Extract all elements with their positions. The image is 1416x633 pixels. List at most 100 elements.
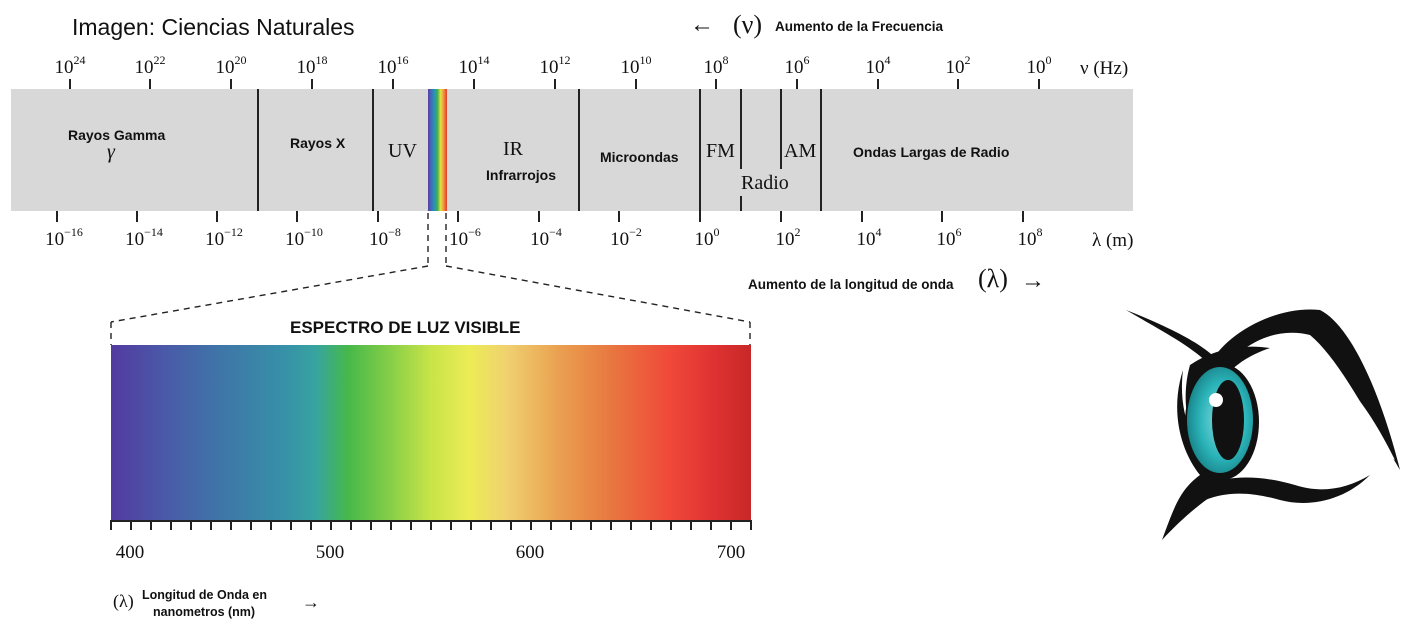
region-micro-label: Microondas xyxy=(600,149,679,165)
visible-tick-label: 400 xyxy=(115,542,145,563)
wavelength-tick-mark xyxy=(780,211,782,222)
frequency-label: Aumento de la Frecuencia xyxy=(775,19,944,34)
visible-minor-tick xyxy=(690,520,692,530)
region-long-label: Ondas Largas de Radio xyxy=(853,144,1010,160)
wavelength-tick-label: 10−6 xyxy=(449,225,481,250)
frequency-tick-mark xyxy=(230,79,232,89)
frequency-arrow-left: ← xyxy=(690,12,714,38)
frequency-tick-mark xyxy=(796,79,798,89)
frequency-tick-label: 1020 xyxy=(215,53,247,78)
visible-minor-tick xyxy=(410,520,412,530)
visible-minor-tick xyxy=(250,520,252,530)
visible-minor-tick xyxy=(630,520,632,530)
visible-minor-tick xyxy=(470,520,472,530)
divider-fm-radio xyxy=(740,89,742,169)
frequency-tick-label: 1010 xyxy=(620,53,652,78)
frequency-tick-label: 1016 xyxy=(377,53,409,78)
frequency-tick-mark xyxy=(635,79,637,89)
visible-axis-symbol: (λ) xyxy=(113,591,134,611)
wavelength-tick-label: 104 xyxy=(856,225,882,250)
frequency-tick-mark xyxy=(311,79,313,89)
visible-axis-label-line2: nanometros (nm) xyxy=(153,605,256,619)
wavelength-tick-mark xyxy=(618,211,620,222)
frequency-tick-label: 1022 xyxy=(134,53,166,78)
visible-minor-tick xyxy=(510,520,512,530)
frequency-tick-mark xyxy=(1038,79,1040,89)
wavelength-tick-mark xyxy=(216,211,218,222)
visible-axis-arrow: → xyxy=(302,592,320,612)
visible-title: ESPECTRO DE LUZ VISIBLE xyxy=(290,318,521,337)
eye-icon xyxy=(1126,309,1400,540)
divider-ir-micro xyxy=(578,89,580,211)
frequency-tick-mark xyxy=(877,79,879,89)
visible-minor-tick xyxy=(430,520,432,530)
wavelength-tick-label: 10−16 xyxy=(45,225,83,250)
wavelength-tick-label: 10−2 xyxy=(610,225,642,250)
visible-minor-tick xyxy=(350,520,352,530)
wavelength-arrow-right: → xyxy=(1021,268,1045,294)
visible-minor-tick xyxy=(550,520,552,530)
region-gamma-symbol: γ xyxy=(107,141,115,163)
frequency-tick-mark xyxy=(715,79,717,89)
wavelength-tick-mark xyxy=(861,211,863,222)
visible-minor-tick xyxy=(490,520,492,530)
visible-minor-tick xyxy=(290,520,292,530)
region-radio-label: Radio xyxy=(741,172,789,194)
wavelength-symbol: (λ) xyxy=(978,264,1008,293)
visible-minor-tick xyxy=(110,520,112,530)
visible-minor-tick xyxy=(650,520,652,530)
wavelength-tick-mark xyxy=(56,211,58,222)
frequency-tick-label: 102 xyxy=(945,53,971,78)
frequency-symbol: (ν) xyxy=(733,10,763,39)
region-gamma-label: Rayos Gamma xyxy=(68,127,166,143)
wavelength-tick-mark xyxy=(538,211,540,222)
frequency-tick-label: 1012 xyxy=(539,53,571,78)
wavelength-tick-label: 10−8 xyxy=(369,225,401,250)
frequency-tick-mark xyxy=(473,79,475,89)
visible-minor-tick xyxy=(570,520,572,530)
frequency-tick-mark xyxy=(957,79,959,89)
visible-strip xyxy=(428,89,447,211)
wavelength-tick-mark xyxy=(1022,211,1024,222)
wavelength-tick-label: 10−4 xyxy=(530,225,562,250)
frequency-tick-mark xyxy=(554,79,556,89)
wavelength-tick-label: 108 xyxy=(1017,225,1043,250)
frequency-tick-label: 1014 xyxy=(458,53,490,78)
visible-minor-tick xyxy=(370,520,372,530)
wavelength-unit: λ (m) xyxy=(1092,230,1134,251)
visible-minor-tick xyxy=(130,520,132,530)
visible-minor-tick xyxy=(330,520,332,530)
visible-minor-tick xyxy=(710,520,712,530)
visible-minor-tick xyxy=(270,520,272,530)
visible-minor-tick xyxy=(150,520,152,530)
visible-spectrum-gradient xyxy=(111,345,751,521)
divider-am-long xyxy=(820,89,822,211)
visible-minor-tick xyxy=(450,520,452,530)
frequency-tick-label: 100 xyxy=(1026,53,1052,78)
visible-minor-tick xyxy=(310,520,312,530)
visible-minor-tick xyxy=(590,520,592,530)
image-caption: Imagen: Ciencias Naturales xyxy=(72,14,355,40)
frequency-tick-mark xyxy=(392,79,394,89)
frequency-tick-mark xyxy=(149,79,151,89)
wavelength-tick-mark xyxy=(377,211,379,222)
frequency-tick-label: 104 xyxy=(865,53,891,78)
frequency-tick-label: 108 xyxy=(703,53,729,78)
region-uv-label: UV xyxy=(388,140,417,162)
visible-axis-label-line1: Longitud de Onda en xyxy=(142,588,267,602)
visible-minor-tick xyxy=(610,520,612,530)
wavelength-tick-label: 102 xyxy=(775,225,801,250)
divider-gamma-xray xyxy=(257,89,259,211)
wavelength-tick-label: 106 xyxy=(936,225,962,250)
visible-minor-tick xyxy=(670,520,672,530)
frequency-tick-label: 1018 xyxy=(296,53,328,78)
wavelength-tick-mark xyxy=(941,211,943,222)
wavelength-tick-label: 100 xyxy=(694,225,720,250)
region-xray-label: Rayos X xyxy=(290,135,346,151)
wavelength-tick-mark xyxy=(136,211,138,222)
visible-minor-tick xyxy=(390,520,392,530)
visible-minor-tick xyxy=(730,520,732,530)
visible-minor-tick xyxy=(750,520,752,530)
visible-minor-tick xyxy=(230,520,232,530)
